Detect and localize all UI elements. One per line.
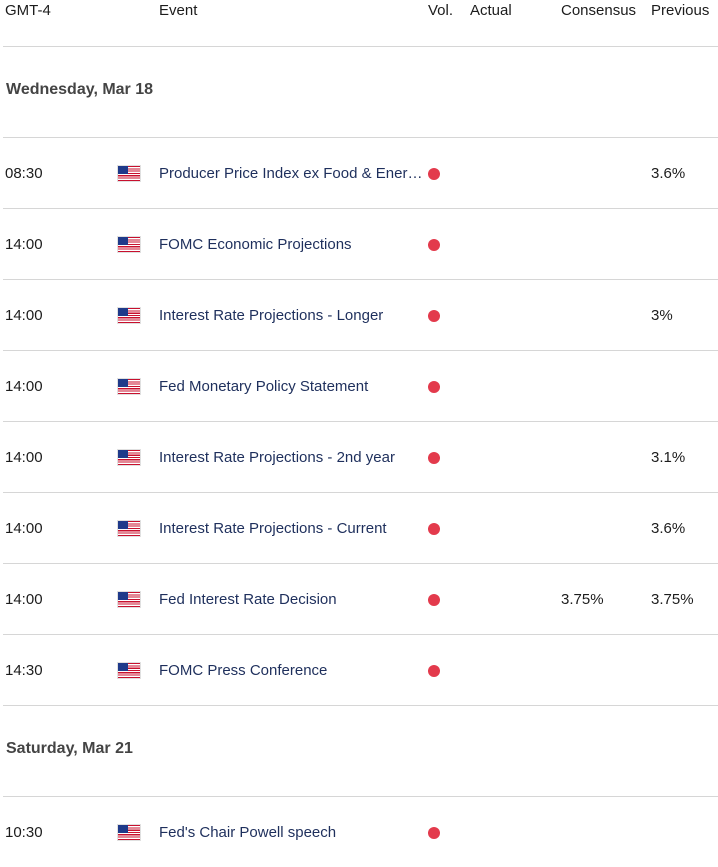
event-time: 14:00 — [5, 449, 43, 466]
event-name-link[interactable]: Interest Rate Projections - Longer — [159, 307, 384, 324]
flag-canton — [118, 308, 128, 316]
flag-canton — [118, 237, 128, 245]
calendar-header: GMT-4 Event Vol. Actual Consensus Previo… — [3, 0, 718, 47]
us-flag-icon — [117, 236, 141, 253]
event-name-link[interactable]: Fed Interest Rate Decision — [159, 591, 337, 608]
economic-calendar: GMT-4 Event Vol. Actual Consensus Previo… — [3, 0, 718, 841]
event-time: 14:00 — [5, 591, 43, 608]
event-time: 08:30 — [5, 165, 43, 182]
consensus-value: 3.75% — [561, 591, 604, 608]
event-row[interactable]: 14:00 Interest Rate Projections - Current… — [3, 493, 718, 564]
day-label: Saturday, Mar 21 — [6, 740, 133, 757]
previous-value: 3.1% — [651, 449, 686, 466]
high-volatility-indicator — [428, 168, 440, 180]
us-flag-icon — [117, 449, 141, 466]
event-row[interactable]: 14:00 Fed Monetary Policy Statement — [3, 351, 718, 422]
event-time: 14:00 — [5, 307, 43, 324]
event-time: 14:30 — [5, 662, 43, 679]
previous-header: Previous — [651, 2, 710, 19]
event-row[interactable]: 14:00 Interest Rate Projections - 2nd yea… — [3, 422, 718, 493]
event-row[interactable]: 14:30 FOMC Press Conference — [3, 635, 718, 706]
calendar-body: Wednesday, Mar 18 08:30 Producer Price Ind… — [0, 47, 718, 867]
flag-canton — [118, 825, 128, 833]
event-name-link[interactable]: FOMC Press Conference — [159, 662, 328, 679]
us-flag-icon — [117, 165, 141, 182]
flag-canton — [118, 663, 128, 671]
flag-canton — [118, 379, 128, 387]
event-row[interactable]: 10:30 Fed's Chair Powell speech — [3, 797, 718, 867]
event-row[interactable]: 14:00 Interest Rate Projections - Longer 3… — [3, 280, 718, 351]
flag-canton — [118, 166, 128, 174]
flag-canton — [118, 592, 128, 600]
event-name-link[interactable]: Producer Price Index ex Food & Energ… — [159, 165, 425, 182]
event-time: 14:00 — [5, 236, 43, 253]
flag-canton — [118, 450, 128, 458]
event-row[interactable]: 08:30 Producer Price Index ex Food & Ener… — [3, 138, 718, 209]
event-row[interactable]: 14:00 Fed Interest Rate Decision 3.75% 3.75… — [3, 564, 718, 635]
consensus-header: Consensus — [561, 2, 637, 19]
actual-header: Actual — [470, 2, 512, 19]
high-volatility-indicator — [428, 827, 440, 839]
event-time: 10:30 — [5, 824, 43, 841]
event-name-link[interactable]: Interest Rate Projections - Current — [159, 520, 387, 537]
volatility-header: Vol. — [428, 2, 454, 19]
timezone-header[interactable]: GMT-4 — [5, 2, 51, 19]
high-volatility-indicator — [428, 310, 440, 322]
day-label: Wednesday, Mar 18 — [6, 81, 154, 98]
previous-value: 3% — [651, 307, 673, 324]
previous-value: 3.6% — [651, 520, 686, 537]
high-volatility-indicator — [428, 452, 440, 464]
us-flag-icon — [117, 824, 141, 841]
event-time: 14:00 — [5, 520, 43, 537]
day-header: Saturday, Mar 21 — [3, 706, 718, 797]
previous-value: 3.75% — [651, 591, 694, 608]
us-flag-icon — [117, 662, 141, 679]
event-name-link[interactable]: Fed Monetary Policy Statement — [159, 378, 369, 395]
flag-canton — [118, 521, 128, 529]
high-volatility-indicator — [428, 665, 440, 677]
us-flag-icon — [117, 591, 141, 608]
us-flag-icon — [117, 307, 141, 324]
us-flag-icon — [117, 520, 141, 537]
event-name-link[interactable]: Fed's Chair Powell speech — [159, 824, 337, 841]
high-volatility-indicator — [428, 239, 440, 251]
high-volatility-indicator — [428, 594, 440, 606]
event-time: 14:00 — [5, 378, 43, 395]
us-flag-icon — [117, 378, 141, 395]
event-header: Event — [159, 2, 198, 19]
previous-value: 3.6% — [651, 165, 686, 182]
high-volatility-indicator — [428, 381, 440, 393]
high-volatility-indicator — [428, 523, 440, 535]
day-header: Wednesday, Mar 18 — [3, 47, 718, 138]
event-row[interactable]: 14:00 FOMC Economic Projections — [3, 209, 718, 280]
event-name-link[interactable]: Interest Rate Projections - 2nd year — [159, 449, 395, 466]
event-name-link[interactable]: FOMC Economic Projections — [159, 236, 352, 253]
